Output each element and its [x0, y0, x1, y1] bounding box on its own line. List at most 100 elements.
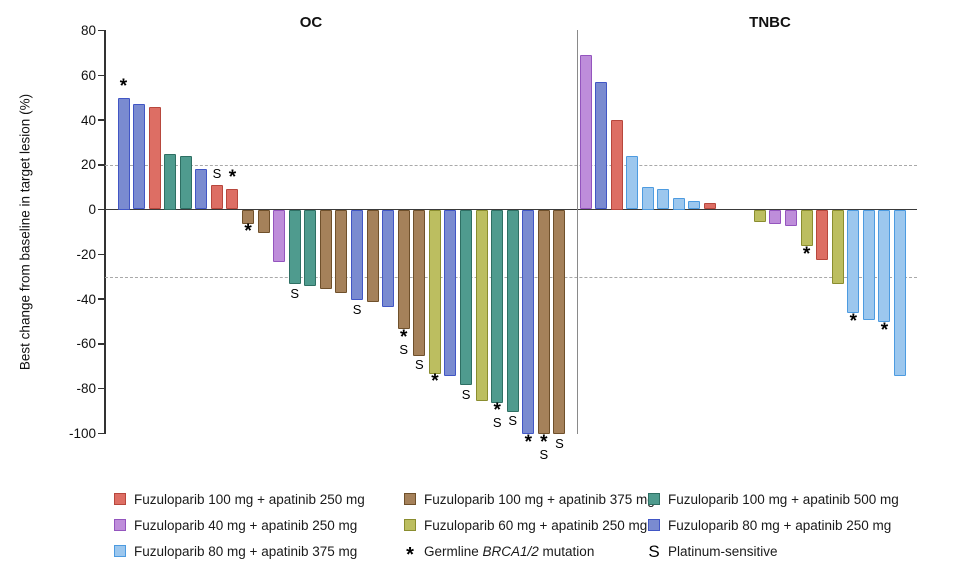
bar	[894, 210, 906, 376]
brca-mutation-mark: * S	[389, 326, 419, 357]
asterisk-glyph: *	[849, 310, 857, 332]
bar	[626, 155, 639, 210]
bar	[537, 210, 550, 435]
bar	[444, 210, 457, 376]
y-tick-mark	[98, 208, 105, 211]
bar	[862, 210, 875, 321]
legend-label: Fuzuloparib 40 mg + apatinib 250 mg	[134, 518, 358, 533]
platinum-sensitive-mark: S	[404, 358, 434, 371]
bar	[210, 184, 223, 210]
y-tick-label: 0	[88, 202, 96, 217]
bar	[595, 81, 608, 210]
y-tick-label: -40	[76, 291, 96, 307]
bar	[195, 169, 208, 210]
bar	[148, 106, 161, 210]
legend-swatch-blue	[648, 519, 660, 531]
legend-label: Platinum-sensitive	[668, 544, 778, 559]
y-tick-label: -80	[76, 381, 96, 396]
bar	[610, 120, 623, 210]
bar	[397, 210, 410, 329]
bar	[672, 198, 685, 210]
bar	[257, 210, 270, 233]
y-tick-mark	[98, 29, 105, 32]
asterisk-glyph: *	[880, 319, 889, 341]
bar	[831, 210, 844, 285]
s-glyph: S	[352, 301, 362, 317]
legend-swatch-red	[114, 493, 126, 505]
s-glyph: S	[539, 446, 549, 462]
legend-asterisk-symbol: *	[406, 544, 414, 566]
bar	[522, 210, 535, 435]
y-tick-mark	[98, 253, 105, 255]
brca-mutation-mark: *	[109, 77, 139, 96]
y-tick-mark	[98, 119, 105, 121]
bar	[506, 210, 519, 412]
platinum-sensitive-mark: S	[544, 437, 574, 450]
zero-baseline	[105, 208, 917, 211]
panel-title-tnbc: TNBC	[749, 14, 791, 31]
bar	[460, 210, 473, 385]
s-glyph: S	[508, 413, 518, 429]
brca-mutation-mark: *	[869, 319, 899, 341]
panel-separator	[576, 30, 578, 434]
legend-swatch-teal	[648, 493, 660, 505]
bar	[288, 210, 301, 285]
legend-swatch-brown	[404, 493, 416, 505]
brca-mutation-mark: * S	[482, 400, 512, 429]
bar	[133, 104, 146, 210]
asterisk-glyph: *	[228, 167, 237, 189]
legend-s-symbol: S	[648, 542, 660, 561]
bar	[164, 153, 177, 210]
brca-mutation-mark: *	[513, 431, 543, 453]
bar	[242, 210, 255, 224]
bar	[553, 210, 566, 435]
bar	[351, 210, 364, 300]
bar	[579, 55, 592, 210]
reference-line-20	[105, 164, 917, 166]
y-axis-line	[104, 30, 106, 434]
brca-mutation-mark: * S	[529, 431, 559, 462]
asterisk-glyph: *	[524, 431, 533, 453]
asterisk-glyph: *	[802, 243, 811, 265]
s-glyph: S	[555, 435, 564, 451]
y-tick-mark	[98, 298, 105, 300]
asterisk-glyph: *	[400, 326, 408, 348]
platinum-sensitive-mark: S	[342, 303, 372, 316]
bar	[847, 210, 860, 314]
y-tick-label: 20	[80, 157, 96, 173]
asterisk-glyph: *	[540, 431, 548, 453]
y-tick-mark	[98, 343, 105, 345]
brca-mutation-mark: *	[420, 371, 450, 393]
bar	[475, 210, 488, 401]
bar	[226, 189, 239, 210]
brca-mutation-mark: *	[233, 222, 263, 241]
legend-label: Fuzuloparib 100 mg + apatinib 375 mg	[424, 492, 655, 507]
y-tick-mark	[98, 387, 105, 390]
y-tick-mark	[98, 74, 105, 76]
y-tick-mark	[98, 164, 105, 166]
asterisk-glyph: *	[431, 371, 439, 393]
bar	[413, 210, 426, 356]
bar	[878, 210, 891, 323]
legend-swatch-lightblue	[114, 545, 126, 557]
legend-swatch-purple	[114, 519, 126, 531]
brca-mutation-mark: *	[838, 310, 868, 332]
legend-label: Germline BRCA1/2 mutation	[424, 544, 595, 559]
bar	[491, 210, 504, 403]
platinum-sensitive-mark: S	[451, 388, 481, 401]
y-tick-label: 80	[80, 23, 96, 38]
bar	[304, 210, 317, 287]
platinum-sensitive-mark: S	[498, 414, 528, 427]
bar	[428, 210, 441, 374]
y-tick-label: -60	[76, 336, 96, 352]
asterisk-glyph: *	[493, 400, 501, 422]
y-tick-label: -20	[76, 246, 96, 262]
platinum-sensitive-mark: S	[202, 167, 232, 180]
s-glyph: S	[399, 341, 409, 357]
y-tick-label: -100	[68, 425, 96, 441]
legend-swatch-yellow	[404, 519, 416, 531]
bar	[688, 200, 701, 210]
y-tick-label: 60	[80, 67, 96, 83]
y-tick-mark	[98, 432, 105, 434]
